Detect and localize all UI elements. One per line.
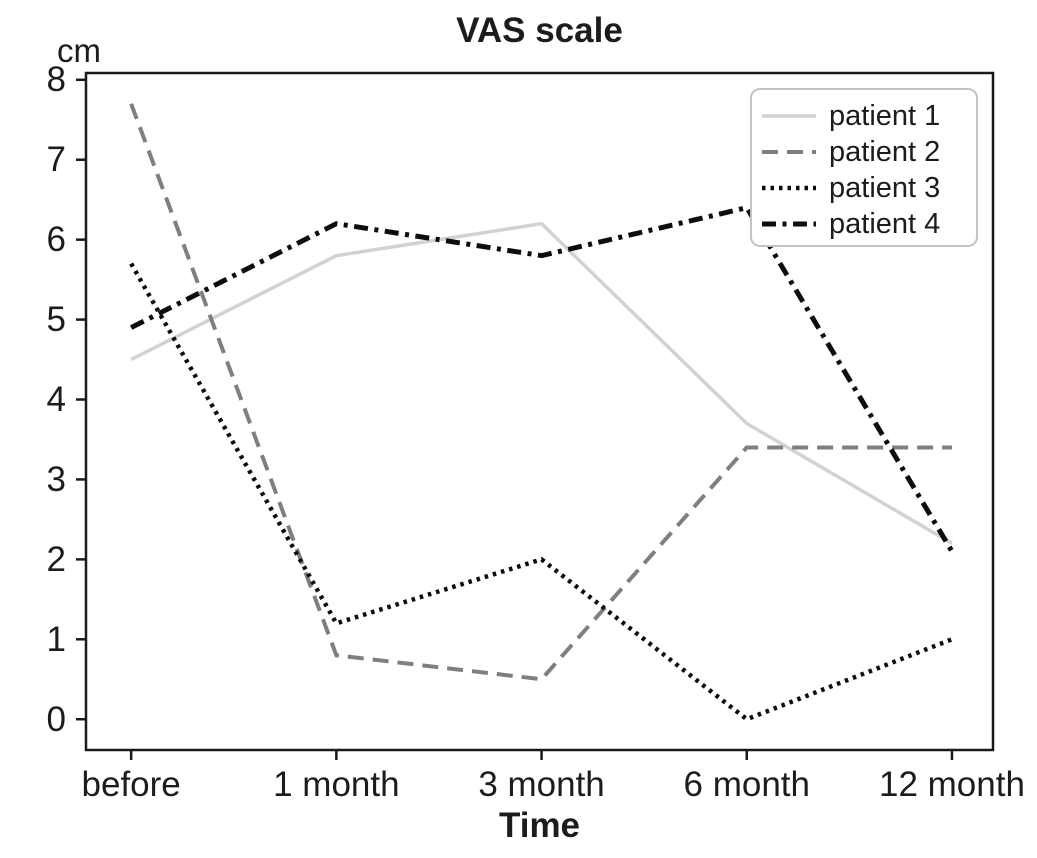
x-tick-label: before xyxy=(81,765,181,804)
y-tick-label: 8 xyxy=(46,60,66,100)
legend-item-patient-2: patient 2 xyxy=(762,134,976,170)
y-tick-label: 3 xyxy=(46,459,66,499)
legend-line-sample xyxy=(762,185,816,191)
series-line-patient-4 xyxy=(130,204,955,553)
legend-line-sample xyxy=(762,114,816,118)
legend-label: patient 1 xyxy=(829,100,941,132)
y-tick-label: 4 xyxy=(46,380,66,419)
chart-title: VAS scale xyxy=(456,11,623,50)
x-axis-title: Time xyxy=(498,806,581,845)
axis-tick-marks xyxy=(76,78,954,760)
y-tick-label: 6 xyxy=(46,220,66,260)
x-tick-label: 12 month xyxy=(878,765,1025,804)
x-tick-label: 6 month xyxy=(683,765,810,804)
legend-label: patient 2 xyxy=(829,136,941,168)
series-line-patient-3 xyxy=(129,262,953,722)
legend-label: patient 4 xyxy=(829,208,941,240)
plot-border-spines xyxy=(84,71,995,752)
y-tick-label: 1 xyxy=(46,619,66,659)
legend-label: patient 3 xyxy=(829,172,941,204)
legend-item-patient-4: patient 4 xyxy=(762,206,976,242)
y-tick-label: 2 xyxy=(46,539,66,579)
legend: patient 1 patient 2 patient 3 patient 4 xyxy=(750,88,978,247)
y-axis-unit-label: cm xyxy=(57,32,101,69)
y-tick-label: 5 xyxy=(46,300,66,340)
legend-item-patient-1: patient 1 xyxy=(762,98,976,134)
x-tick-label: 3 month xyxy=(478,765,605,804)
legend-line-sample xyxy=(762,221,816,227)
legend-line-sample xyxy=(762,150,816,154)
x-tick-label: 1 month xyxy=(273,765,400,804)
series-lines xyxy=(129,103,955,722)
series-line-patient-1 xyxy=(130,221,953,545)
y-tick-label: 7 xyxy=(46,140,66,180)
y-tick-label: 0 xyxy=(46,699,66,739)
legend-item-patient-3: patient 3 xyxy=(762,170,976,206)
